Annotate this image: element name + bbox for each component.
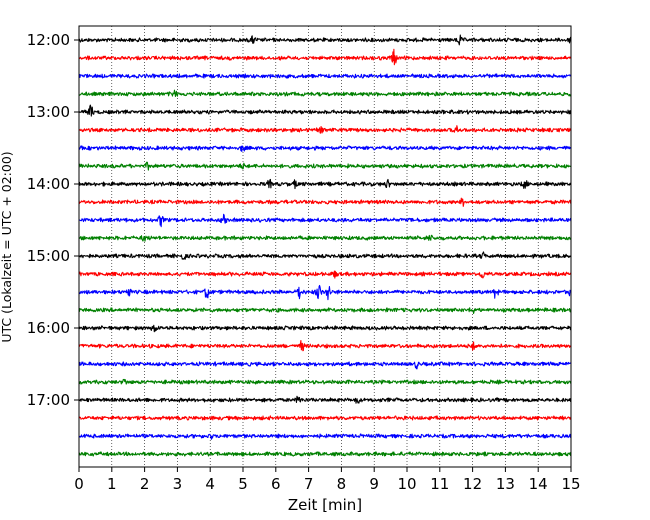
trace-1600 bbox=[78, 324, 572, 333]
trace-1530 bbox=[78, 284, 572, 301]
trace-1445 bbox=[78, 234, 572, 242]
y-tick-label-2: 14:00 bbox=[27, 175, 70, 193]
x-tick-label-9: 9 bbox=[369, 475, 379, 493]
y-axis-label: UTC (Lokalzeit = UTC + 02:00) bbox=[0, 151, 14, 342]
trace-1515 bbox=[78, 270, 572, 279]
y-tick-label-1: 13:00 bbox=[27, 103, 70, 121]
trace-1500 bbox=[78, 251, 572, 260]
seismic-traces bbox=[78, 34, 572, 457]
x-tick-label-2: 2 bbox=[140, 475, 150, 493]
trace-1615 bbox=[78, 340, 572, 352]
trace-1215 bbox=[78, 48, 572, 66]
y-tick-label-5: 17:00 bbox=[27, 391, 70, 409]
y-tick-label-3: 15:00 bbox=[27, 247, 70, 265]
x-tick-label-5: 5 bbox=[238, 475, 248, 493]
trace-1330 bbox=[78, 145, 572, 152]
trace-1415 bbox=[78, 197, 572, 207]
trace-1200 bbox=[78, 34, 572, 46]
trace-1715 bbox=[78, 415, 572, 421]
x-tick-label-0: 0 bbox=[74, 475, 84, 493]
trace-1745 bbox=[78, 451, 572, 457]
trace-1230 bbox=[78, 73, 572, 79]
x-tick-label-1: 1 bbox=[107, 475, 117, 493]
y-tick-label-0: 12:00 bbox=[27, 31, 70, 49]
x-tick-label-13: 13 bbox=[496, 475, 515, 493]
trace-1730 bbox=[78, 433, 572, 440]
y-tick-label-4: 16:00 bbox=[27, 319, 70, 337]
x-tick-label-14: 14 bbox=[529, 475, 548, 493]
trace-1315 bbox=[78, 125, 572, 134]
x-tick-label-4: 4 bbox=[205, 475, 215, 493]
x-tick-label-12: 12 bbox=[463, 475, 482, 493]
x-tick-label-15: 15 bbox=[561, 475, 580, 493]
trace-1630 bbox=[78, 361, 572, 370]
plot-frame bbox=[78, 25, 572, 468]
trace-1345 bbox=[78, 161, 572, 171]
trace-1700 bbox=[78, 395, 572, 404]
trace-1430 bbox=[78, 213, 572, 228]
y-axis-ticks: 12:00 13:00 14:00 15:00 16:00 17:00 bbox=[27, 31, 79, 409]
x-tick-label-11: 11 bbox=[430, 475, 449, 493]
plot-background bbox=[79, 26, 571, 467]
x-axis-label: Zeit [min] bbox=[288, 496, 362, 514]
x-axis-ticks: 0 1 2 3 4 5 6 7 8 9 10 11 12 13 14 15 bbox=[74, 467, 581, 493]
trace-1545 bbox=[78, 307, 572, 314]
x-tick-label-6: 6 bbox=[271, 475, 281, 493]
trace-1645 bbox=[78, 378, 572, 385]
trace-1400 bbox=[78, 178, 572, 190]
trace-1245 bbox=[78, 89, 572, 97]
x-tick-label-8: 8 bbox=[337, 475, 347, 493]
x-tick-label-7: 7 bbox=[304, 475, 314, 493]
trace-1300 bbox=[78, 104, 572, 117]
x-tick-label-3: 3 bbox=[173, 475, 183, 493]
x-tick-label-10: 10 bbox=[397, 475, 416, 493]
